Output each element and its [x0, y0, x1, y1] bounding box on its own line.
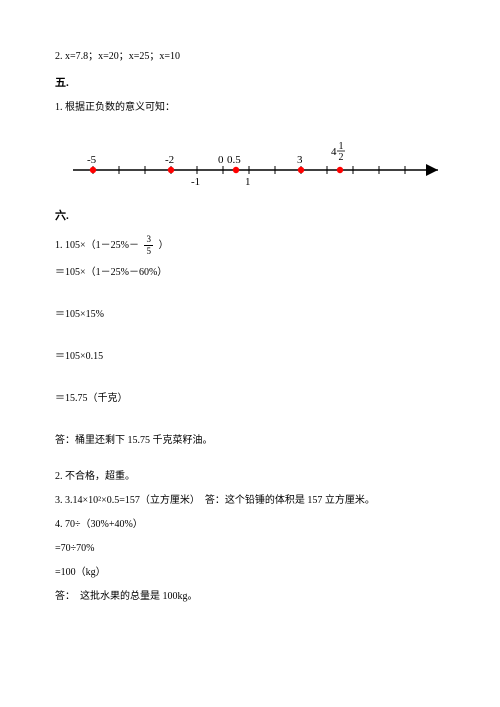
s6-p2: ＝105×（1－25%－60%） [55, 266, 445, 280]
s6-p10: =70÷70% [55, 542, 445, 556]
s6-p9: 4. 70÷（30%+40%） [55, 518, 445, 532]
s6-p11: =100（kg） [55, 566, 445, 580]
svg-text:1: 1 [339, 141, 344, 152]
s6-p1: 1. 105×（1－25%－ 3 5 ） [55, 235, 445, 256]
svg-text:0: 0 [218, 154, 224, 166]
frac-num: 3 [144, 235, 153, 246]
s6-p4: ＝105×0.15 [55, 350, 445, 364]
s6-p6: 答：桶里还剩下 15.75 千克菜籽油。 [55, 434, 445, 448]
svg-text:0.5: 0.5 [227, 154, 241, 166]
svg-text:-5: -5 [87, 154, 97, 166]
s6-p7: 2. 不合格，超重。 [55, 470, 445, 484]
frac-den: 5 [144, 246, 153, 256]
s6-p1-a: 1. 105×（1－25%－ [55, 240, 139, 251]
section-5-title: 五. [55, 76, 445, 91]
svg-text:-1: -1 [191, 176, 200, 188]
section-6-title: 六. [55, 209, 445, 224]
svg-text:2: 2 [339, 152, 344, 163]
s6-p3: ＝105×15% [55, 308, 445, 322]
fraction-3-5: 3 5 [144, 235, 153, 256]
number-line: -5-2-100.513412 [43, 125, 453, 195]
svg-text:1: 1 [245, 176, 251, 188]
svg-text:4: 4 [331, 146, 337, 158]
s6-p8: 3. 3.14×10²×0.5=157（立方厘米） 答：这个铅锤的体积是 157… [55, 494, 445, 508]
svg-text:-2: -2 [165, 154, 174, 166]
svg-text:3: 3 [297, 154, 303, 166]
section-5-p1: 1. 根据正负数的意义可知： [55, 101, 445, 115]
s6-p5: ＝15.75（千克） [55, 392, 445, 406]
item-2: 2. x=7.8；x=20；x=25；x=10 [55, 50, 445, 64]
s6-p12: 答： 这批水果的总量是 100kg。 [55, 590, 445, 604]
s6-p1-b: ） [158, 240, 168, 251]
